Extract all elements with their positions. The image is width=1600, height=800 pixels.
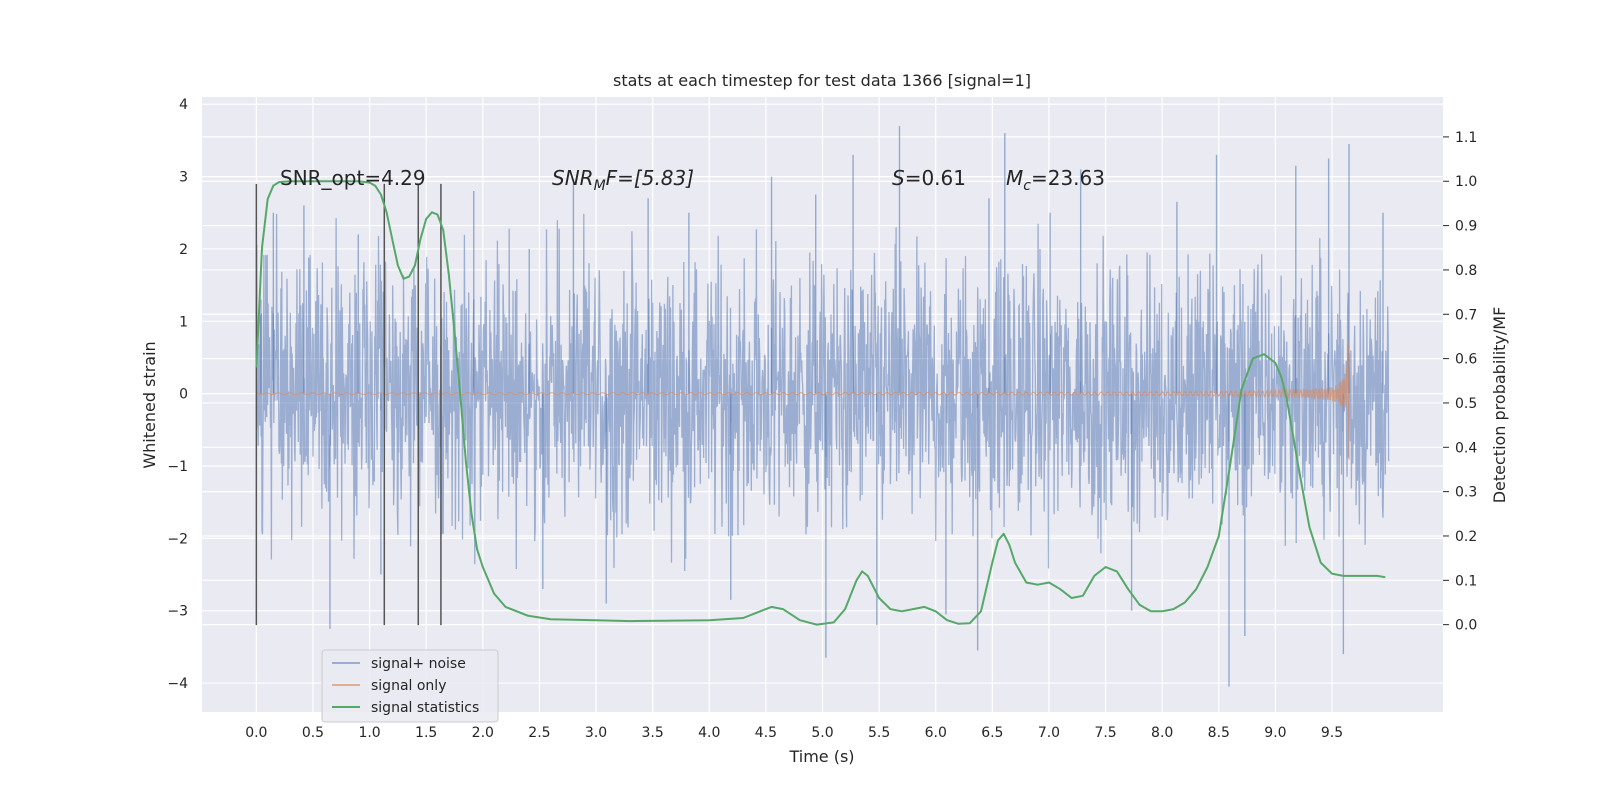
x-axis-label: Time (s) (788, 747, 854, 766)
x-tick-label: 9.0 (1264, 725, 1286, 741)
y2-tick-label: 0.9 (1455, 219, 1477, 235)
x-tick-label: 3.5 (642, 725, 664, 741)
vertical-markers (255, 183, 442, 626)
annotation-snr-opt: SNR_opt=4.29 (280, 166, 426, 190)
legend-label-signal-statistics: signal statistics (371, 700, 479, 716)
y-tick-label: −1 (167, 459, 188, 475)
annotations: SNR_opt=4.29 SNRMF=[5.83] S=0.61 Mc=23.6… (280, 166, 1105, 194)
y2-tick-label: 0.2 (1455, 529, 1477, 545)
annotation-mc-base: M (1006, 166, 1023, 190)
series-signal-noise (255, 125, 1390, 687)
y-tick-label: 2 (179, 242, 188, 258)
x-tick-label: 9.5 (1321, 725, 1343, 741)
y-axis-label: Whitened strain (140, 341, 159, 468)
series-signal-only (256, 344, 1350, 460)
y2-axis-label: Detection probability/MF (1490, 307, 1509, 504)
y-tick-label: −4 (167, 676, 188, 692)
annotation-snr-mf-sub: M (594, 178, 606, 194)
x-tick-label: 8.5 (1208, 725, 1230, 741)
x-tick-label: 7.0 (1038, 725, 1060, 741)
y2-tick-label: 0.0 (1455, 618, 1477, 634)
y2-tick-label: 0.5 (1455, 396, 1477, 412)
x-tick-label: 3.0 (585, 725, 607, 741)
x-tick-label: 6.0 (925, 725, 947, 741)
annotation-snr-mf: SNRMF=[5.83] (552, 166, 694, 194)
legend-label-signal-noise: signal+ noise (371, 656, 466, 672)
x-tick-label: 1.5 (415, 725, 437, 741)
x-tick-label: 4.0 (698, 725, 720, 741)
y-tick-label: −2 (167, 531, 188, 547)
annotation-snr-mf-base: SNR (552, 166, 594, 190)
x-tick-label: 0.5 (302, 725, 324, 741)
y-tick-label: 4 (179, 97, 188, 113)
x-tick-label: 4.5 (755, 725, 777, 741)
annotation-s: S=0.61 (892, 166, 966, 190)
x-tick-label: 8.0 (1151, 725, 1173, 741)
y-tick-label: 1 (179, 314, 188, 330)
y2-tick-label: 0.8 (1455, 263, 1477, 279)
y-tick-label: 3 (179, 170, 188, 186)
y2-tick-label: 0.4 (1455, 440, 1477, 456)
annotation-mc-rest: =23.63 (1031, 166, 1105, 190)
y-tick-label: −3 (167, 604, 188, 620)
signal-trace (256, 344, 1350, 460)
annotation-mc-sub: c (1023, 178, 1031, 194)
annotation-s-base: S (892, 166, 905, 190)
annotation-snr-mf-rest: F=[5.83] (606, 166, 694, 190)
y2-tick-label: 0.6 (1455, 352, 1477, 368)
y2-tick-label: 0.3 (1455, 485, 1477, 501)
annotation-s-rest: =0.61 (905, 166, 966, 190)
y-tick-label: 0 (179, 387, 188, 403)
x-tick-label: 6.5 (981, 725, 1003, 741)
series-signal-statistics (255, 180, 1386, 626)
y2-tick-label: 1.1 (1455, 130, 1477, 146)
y2-tick-label: 0.1 (1455, 573, 1477, 589)
x-tick-label: 5.0 (811, 725, 833, 741)
annotation-mc: Mc=23.63 (1006, 166, 1105, 194)
x-axis: 0.0 0.5 1.0 1.5 2.0 2.5 3.0 3.5 4.0 4.5 5.0 5.5 6.0 6… (245, 725, 1343, 741)
y-axis-left: 4 3 2 1 0 −1 −2 −3 −4 (167, 97, 188, 692)
y2-tick-label: 0.7 (1455, 307, 1477, 323)
legend-label-signal-only: signal only (371, 678, 446, 694)
noise-trace (255, 213, 1390, 572)
chart-title: stats at each timestep for test data 136… (613, 71, 1031, 90)
legend: signal+ noise signal only signal statist… (321, 649, 499, 723)
x-tick-label: 7.5 (1094, 725, 1116, 741)
legend-box (321, 649, 499, 723)
x-tick-label: 2.5 (528, 725, 550, 741)
x-tick-label: 2.0 (472, 725, 494, 741)
y2-tick-label: 1.0 (1455, 174, 1477, 190)
x-tick-label: 5.5 (868, 725, 890, 741)
y-axis-right: 1.1 1.0 0.9 0.8 0.7 0.6 0.5 0.4 0.3 0.2 0.1 0.0 (1443, 130, 1477, 634)
statistics-line (255, 180, 1386, 626)
x-tick-label: 0.0 (245, 725, 267, 741)
x-tick-label: 1.0 (358, 725, 380, 741)
